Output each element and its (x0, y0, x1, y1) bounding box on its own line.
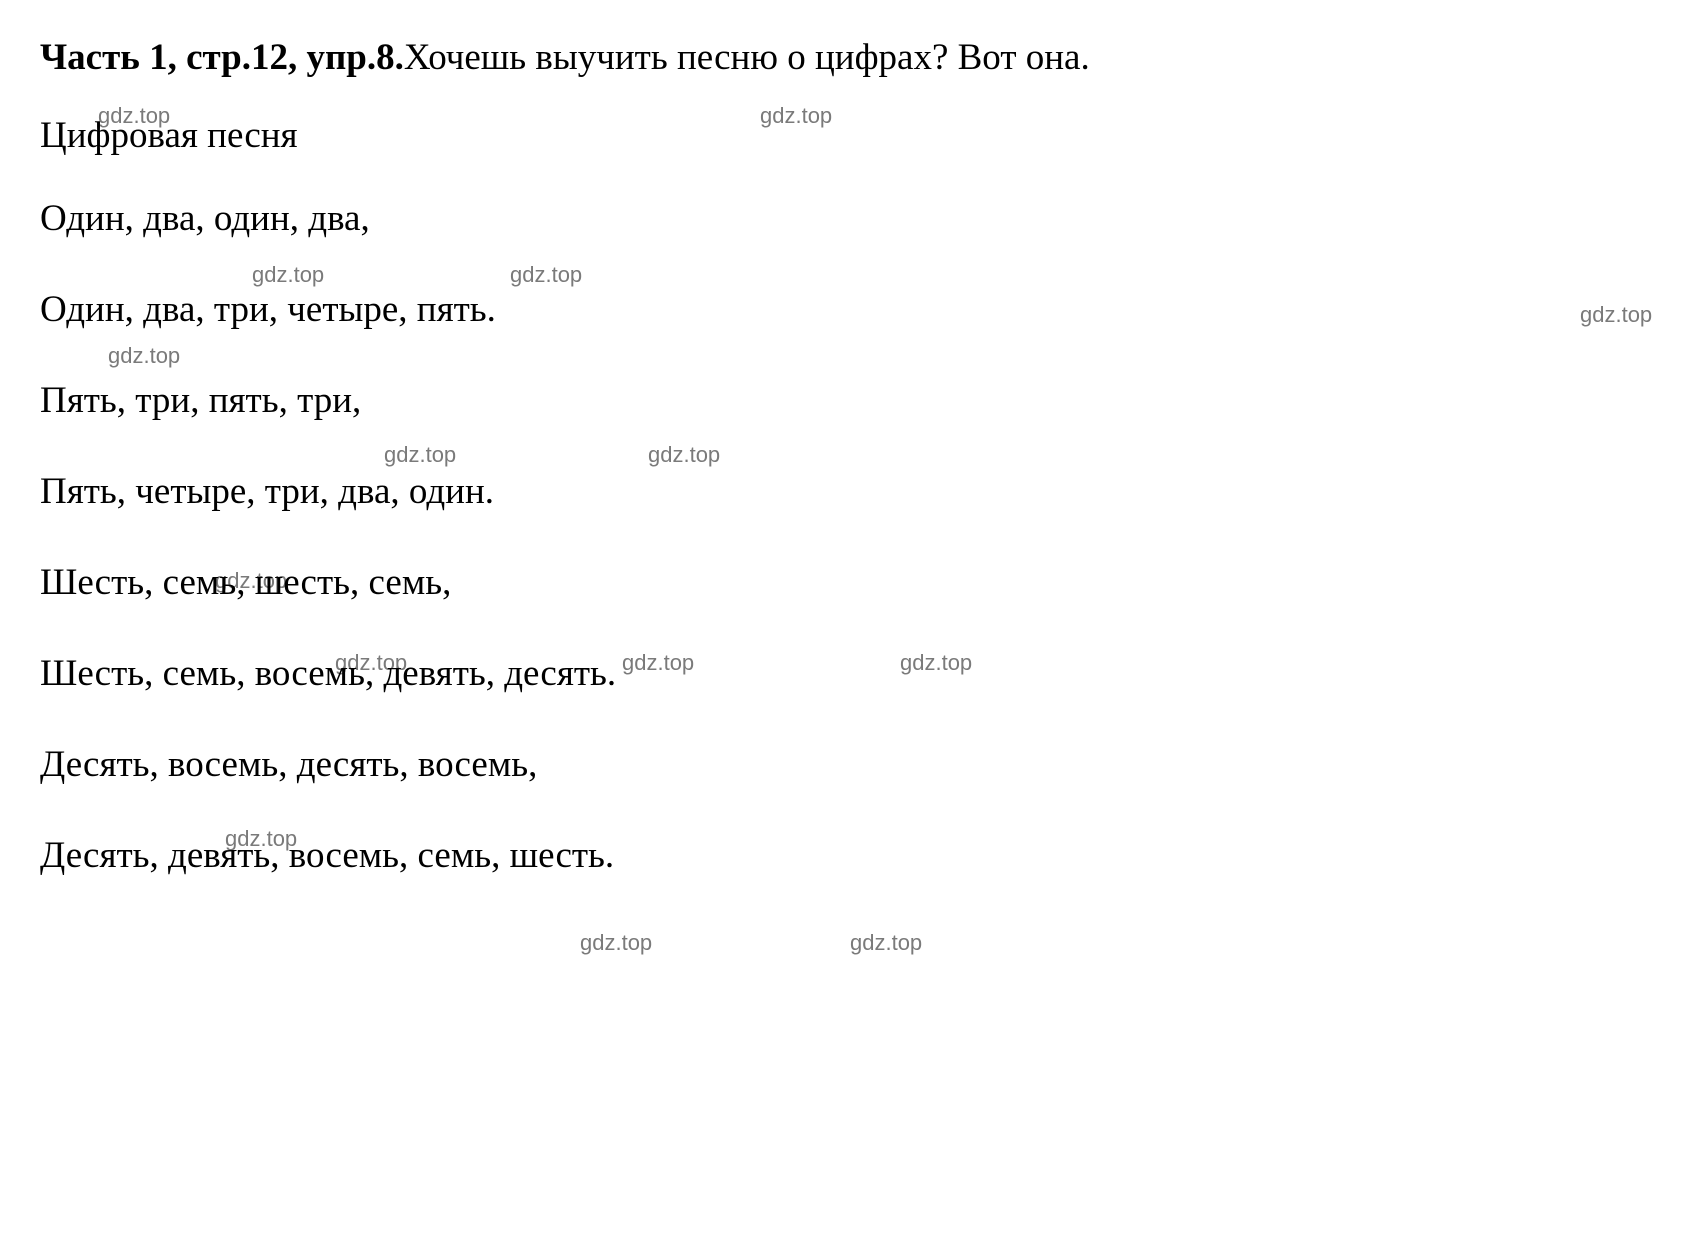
verse-line: Десять, девять, восемь, семь, шесть. (40, 834, 1657, 877)
heading-rest-part: Хочешь выучить песню о цифрах? Вот она. (404, 37, 1090, 78)
watermark-text: gdz.top (580, 930, 652, 956)
verse-line: Один, два, один, два, (40, 197, 1657, 240)
verse-line: Шесть, семь, шесть, семь, (40, 561, 1657, 604)
verse-line: Десять, восемь, десять, восемь, (40, 743, 1657, 786)
verse-line: Шесть, семь, восемь, девять, десять. (40, 652, 1657, 695)
heading-bold-part: Часть 1, стр.12, упр.8. (40, 37, 404, 78)
verse-line: Пять, четыре, три, два, один. (40, 470, 1657, 513)
document-content: Часть 1, стр.12, упр.8.Хочешь выучить пе… (40, 30, 1657, 877)
section-title: Цифровая песня (40, 114, 1657, 157)
verse-line: Пять, три, пять, три, (40, 379, 1657, 422)
document-heading: Часть 1, стр.12, упр.8.Хочешь выучить пе… (40, 30, 1657, 86)
watermark-text: gdz.top (850, 930, 922, 956)
verse-line: Один, два, три, четыре, пять. (40, 288, 1657, 331)
